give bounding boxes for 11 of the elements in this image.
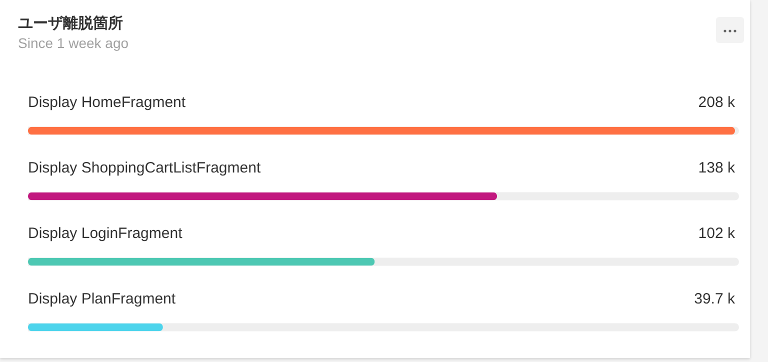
y-tick-label: Display HomeFragment	[28, 94, 186, 111]
data-label: 208 k	[698, 94, 736, 111]
chart-subtitle: Since 1 week ago	[18, 35, 129, 51]
data-label: 138 k	[698, 159, 736, 176]
bar	[28, 323, 163, 332]
y-tick-label: Display PlanFragment	[28, 290, 176, 308]
y-tick-label: Display LoginFragment	[28, 224, 184, 242]
y-tick-label: Display ShoppingCartListFragment	[28, 159, 262, 176]
data-label: 39.7 k	[694, 290, 736, 308]
chart-title: ユーザ離脱箇所	[18, 14, 123, 33]
data-label: 102 k	[698, 224, 736, 242]
